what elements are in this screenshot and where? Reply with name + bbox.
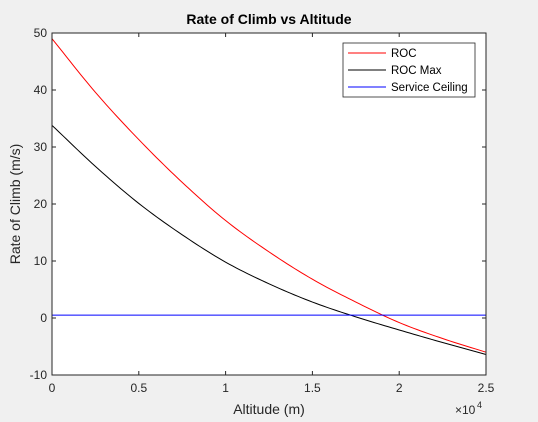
- x-axis-label: Altitude (m): [233, 401, 305, 417]
- x-tick-label: 0: [49, 381, 56, 395]
- y-tick-label: 0: [40, 311, 47, 325]
- y-tick-label: 50: [34, 26, 48, 40]
- legend-label: ROC Max: [391, 65, 442, 77]
- legend-label: ROC: [391, 48, 417, 60]
- y-axis: -10 0 10 20 30 40 50: [30, 26, 486, 382]
- series-line-roc-max: [51, 124, 487, 355]
- chart-title: Rate of Climb vs Altitude: [186, 11, 351, 27]
- series-group: [51, 38, 487, 355]
- legend-label: Service Ceiling: [391, 82, 468, 94]
- x-exponent-base: ×10: [455, 403, 476, 417]
- x-tick-label: 1: [222, 381, 229, 395]
- y-tick-label: 30: [34, 140, 48, 154]
- x-tick-label: 2.5: [478, 381, 495, 395]
- x-axis: 0 0.5 1 1.5 2 2.5: [49, 33, 495, 395]
- x-tick-label: 0.5: [130, 381, 147, 395]
- legend: ROC ROC Max Service Ceiling: [342, 42, 476, 98]
- y-tick-label: 40: [34, 83, 48, 97]
- y-axis-label: Rate of Climb (m/s): [7, 144, 23, 265]
- y-tick-label: 10: [34, 254, 48, 268]
- x-exponent-power: 4: [477, 400, 482, 410]
- series-line-roc: [51, 38, 487, 353]
- x-axis-exponent: ×10 4: [455, 400, 482, 417]
- y-tick-label: 20: [34, 197, 48, 211]
- y-tick-label: -10: [30, 368, 48, 382]
- x-tick-label: 1.5: [304, 381, 321, 395]
- x-tick-label: 2: [396, 381, 403, 395]
